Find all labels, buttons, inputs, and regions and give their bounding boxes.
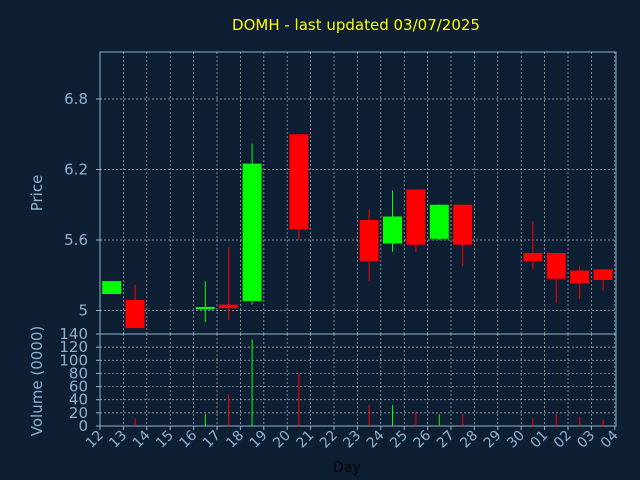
volume-tick-label: 120	[59, 338, 88, 356]
volume-tick-label: 20	[69, 404, 88, 422]
x-tick-label: 19	[247, 428, 271, 452]
x-tick-label: 18	[223, 428, 247, 452]
candle	[593, 269, 613, 291]
candle-body	[406, 189, 426, 245]
price-tick-label: 6.8	[64, 90, 88, 108]
x-tick-label: 13	[106, 428, 130, 452]
x-tick-label: 26	[411, 427, 435, 451]
x-tick-label: 29	[481, 428, 505, 452]
candle-body	[546, 252, 566, 279]
candle-body	[125, 299, 145, 329]
candle	[453, 204, 473, 266]
volume-tick-label: 80	[69, 364, 88, 382]
volume-bars	[134, 339, 604, 426]
x-tick-label: 01	[528, 428, 552, 452]
x-tick-label: 03	[574, 428, 598, 452]
volume-tick-label: 140	[59, 325, 88, 343]
candle-body	[429, 204, 449, 239]
candle-body	[359, 220, 379, 262]
candle-body	[570, 270, 590, 284]
candle	[383, 190, 402, 252]
candle	[242, 143, 262, 305]
candle-body	[453, 204, 473, 245]
x-ticks: 12 13 14 15 16 17 18 19 20 21 22 23 24 25 26 27 28 29 30 01…	[83, 426, 622, 451]
candle-body	[289, 134, 309, 230]
x-tick-label: 25	[387, 428, 411, 452]
volume-tick-label: 0	[78, 417, 88, 435]
x-tick-label: 15	[153, 428, 177, 452]
volume-tick-label: 60	[69, 378, 88, 396]
x-tick-label: 27	[434, 428, 458, 452]
x-tick-label: 22	[317, 428, 341, 452]
price-tick-label: 5	[78, 302, 88, 320]
candle	[523, 221, 543, 270]
candle	[429, 204, 449, 240]
candle	[359, 209, 379, 282]
x-tick-label: 21	[294, 428, 318, 452]
x-tick-label: 30	[504, 428, 528, 452]
x-tick-label: 24	[364, 427, 388, 451]
candle-body	[102, 281, 122, 295]
candle	[546, 252, 566, 303]
price-y-ticks: 5 5.6 6.2 6.8	[64, 90, 100, 320]
candle	[219, 247, 239, 320]
volume-tick-label: 40	[69, 391, 88, 409]
candle	[406, 189, 426, 252]
candle	[195, 281, 215, 323]
candle-body	[242, 163, 262, 302]
candle	[102, 281, 122, 295]
price-grid	[100, 52, 616, 334]
candle	[570, 265, 590, 299]
chart-title: DOMH - last updated 03/07/2025	[232, 16, 480, 34]
candle-body	[219, 304, 239, 309]
x-tick-label: 04	[598, 427, 622, 451]
x-tick-label: 14	[130, 427, 154, 451]
candle-body	[383, 216, 402, 244]
x-tick-label: 02	[551, 428, 575, 452]
candle	[289, 134, 309, 240]
x-tick-label: 28	[457, 428, 481, 452]
x-tick-label: 20	[270, 428, 294, 452]
volume-plot-frame	[99, 333, 617, 427]
volume-tick-label: 100	[59, 351, 88, 369]
x-tick-label: 16	[177, 427, 201, 451]
volume-grid	[100, 334, 616, 426]
price-axis-label: Price	[28, 175, 46, 212]
candle	[125, 284, 145, 329]
candle-body	[593, 269, 613, 280]
candles	[102, 134, 613, 329]
x-axis-label: Day	[333, 460, 361, 476]
x-tick-label: 17	[200, 428, 224, 452]
price-tick-label: 6.2	[64, 161, 88, 179]
price-tick-label: 5.6	[64, 231, 88, 249]
volume-axis-label: Volume (0000)	[28, 326, 46, 436]
price-plot-frame	[99, 51, 617, 335]
candle-body	[523, 252, 543, 262]
candle-body	[195, 306, 215, 310]
x-tick-label: 23	[340, 428, 364, 452]
price-panel: 5 5.6 6.2 6.8 Price	[28, 51, 617, 335]
